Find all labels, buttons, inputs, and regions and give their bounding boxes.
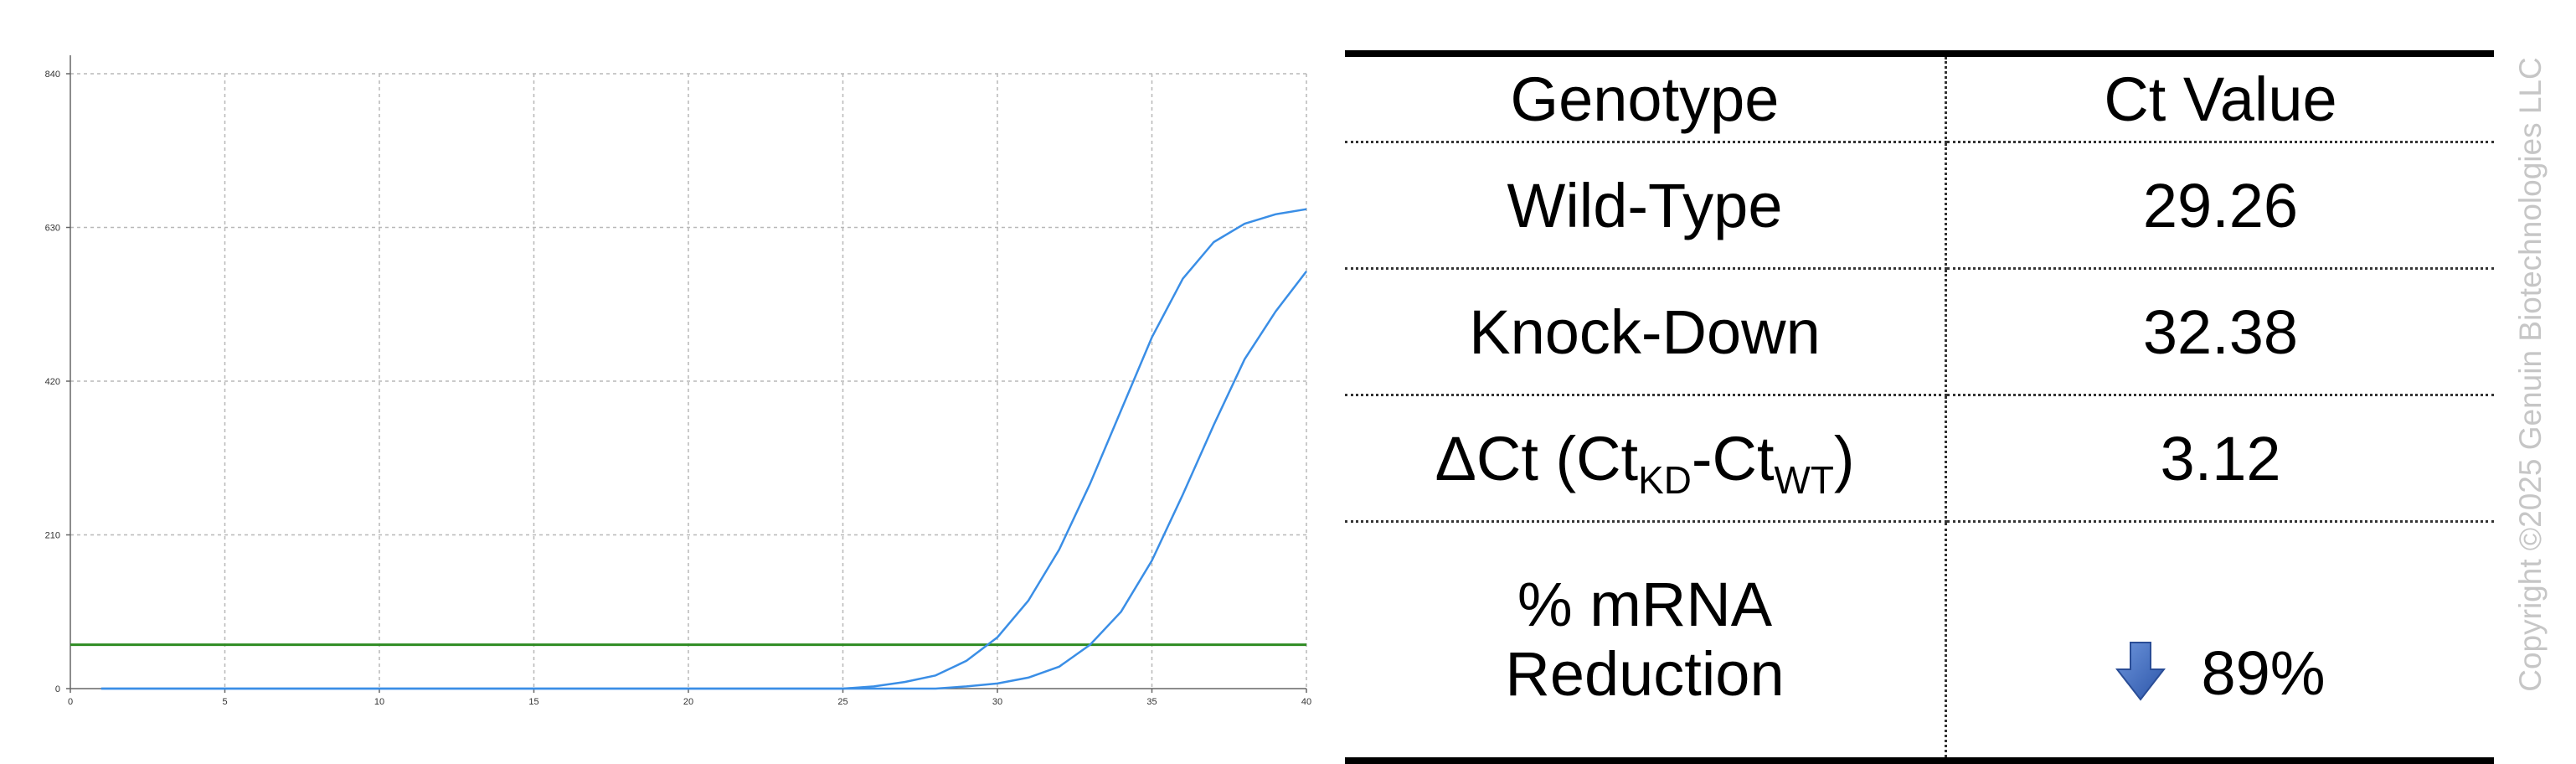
y-tick-label: 210	[45, 531, 60, 541]
header-genotype: Genotype	[1345, 54, 1947, 143]
x-tick-label: 0	[68, 697, 73, 707]
x-tick-label: 35	[1146, 697, 1157, 707]
y-tick-label: 420	[45, 377, 60, 387]
table-row-delta-ct: ΔCt (CtKD-CtWT) 3.12	[1345, 395, 2494, 523]
x-tick-label: 10	[374, 697, 384, 707]
table-row-wild-type: Wild-Type 29.26	[1345, 142, 2494, 270]
amplification-chart: 0 5 10 15 20 25 30 35 40 0 210 420 630 840	[45, 55, 1311, 707]
reduction-value: 89%	[2201, 638, 2326, 708]
delta-ct-label-suffix: )	[1833, 423, 1855, 493]
x-tick-label: 5	[222, 697, 227, 707]
chart-axes	[66, 55, 1307, 693]
ct-results-table: Genotype Ct Value Wild-Type 29.26 Knock-…	[1345, 50, 2494, 764]
wild-type-label: Wild-Type	[1345, 142, 1947, 270]
delta-ct-label-mid: -Ct	[1691, 423, 1775, 493]
table-header-row: Genotype Ct Value	[1345, 54, 2494, 143]
x-tick-label: 40	[1301, 697, 1311, 707]
reduction-label-line2: Reduction	[1505, 639, 1785, 709]
reduction-value-cell: 89%	[1945, 521, 2494, 764]
knock-down-ct: 32.38	[1945, 268, 2494, 396]
chart-grid	[70, 73, 1307, 689]
series-line-2	[100, 271, 1307, 690]
x-tick-label: 25	[837, 697, 848, 707]
knock-down-label: Knock-Down	[1345, 268, 1947, 396]
wild-type-ct: 29.26	[1945, 142, 2494, 270]
y-tick-label: 630	[45, 224, 60, 234]
x-tick-label: 20	[683, 697, 693, 707]
y-tick-label: 0	[55, 684, 60, 694]
x-tick-label: 15	[528, 697, 538, 707]
table-row-reduction: % mRNA Reduction 89%	[1345, 521, 2494, 764]
delta-ct-label: ΔCt (CtKD-CtWT)	[1345, 395, 1947, 523]
x-tick-label: 30	[992, 697, 1002, 707]
chart-series	[100, 208, 1307, 690]
chart-tick-labels: 0 5 10 15 20 25 30 35 40 0 210 420 630 840	[45, 70, 1311, 707]
header-ct-value: Ct Value	[1945, 54, 2494, 143]
table-row-knock-down: Knock-Down 32.38	[1345, 268, 2494, 396]
copyright-notice: Copyright ©2025 Genuin Biotechnologies L…	[2513, 57, 2548, 692]
delta-ct-value: 3.12	[1945, 395, 2494, 523]
y-tick-label: 840	[45, 70, 60, 80]
reduction-label: % mRNA Reduction	[1345, 521, 1947, 764]
delta-ct-sub-wt: WT	[1774, 457, 1834, 502]
delta-ct-label-prefix: ΔCt (Ct	[1435, 423, 1639, 493]
down-arrow-icon	[2115, 641, 2166, 701]
delta-ct-sub-kd: KD	[1638, 457, 1692, 502]
reduction-label-line1: % mRNA	[1517, 570, 1773, 640]
series-line-1	[100, 208, 1307, 690]
